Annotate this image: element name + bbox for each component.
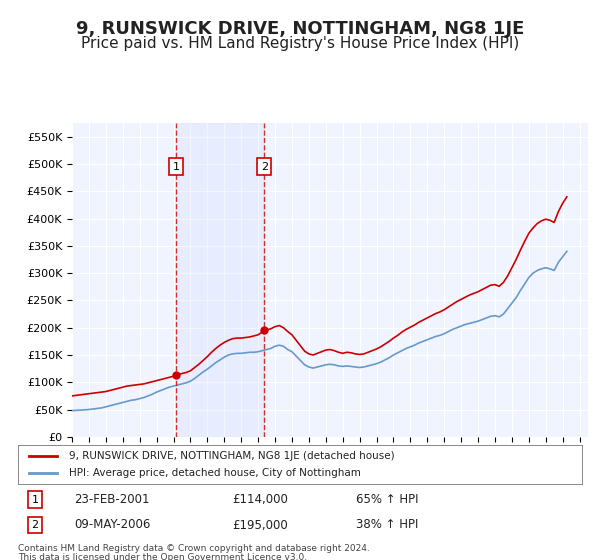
Text: £114,000: £114,000 [232, 493, 288, 506]
Text: 23-FEB-2001: 23-FEB-2001 [74, 493, 150, 506]
Bar [176, 123, 264, 437]
Text: 1: 1 [31, 495, 38, 505]
Text: Price paid vs. HM Land Registry's House Price Index (HPI): Price paid vs. HM Land Registry's House … [81, 36, 519, 52]
Text: 1: 1 [172, 162, 179, 172]
Text: 2: 2 [31, 520, 38, 530]
Text: 09-MAY-2006: 09-MAY-2006 [74, 519, 151, 531]
Text: 9, RUNSWICK DRIVE, NOTTINGHAM, NG8 1JE (detached house): 9, RUNSWICK DRIVE, NOTTINGHAM, NG8 1JE (… [69, 451, 394, 461]
Text: 9, RUNSWICK DRIVE, NOTTINGHAM, NG8 1JE: 9, RUNSWICK DRIVE, NOTTINGHAM, NG8 1JE [76, 20, 524, 38]
Text: Contains HM Land Registry data © Crown copyright and database right 2024.: Contains HM Land Registry data © Crown c… [18, 544, 370, 553]
Text: 65% ↑ HPI: 65% ↑ HPI [356, 493, 419, 506]
Text: HPI: Average price, detached house, City of Nottingham: HPI: Average price, detached house, City… [69, 468, 361, 478]
Text: £195,000: £195,000 [232, 519, 288, 531]
Text: This data is licensed under the Open Government Licence v3.0.: This data is licensed under the Open Gov… [18, 553, 307, 560]
Text: 38% ↑ HPI: 38% ↑ HPI [356, 519, 419, 531]
Text: 2: 2 [260, 162, 268, 172]
